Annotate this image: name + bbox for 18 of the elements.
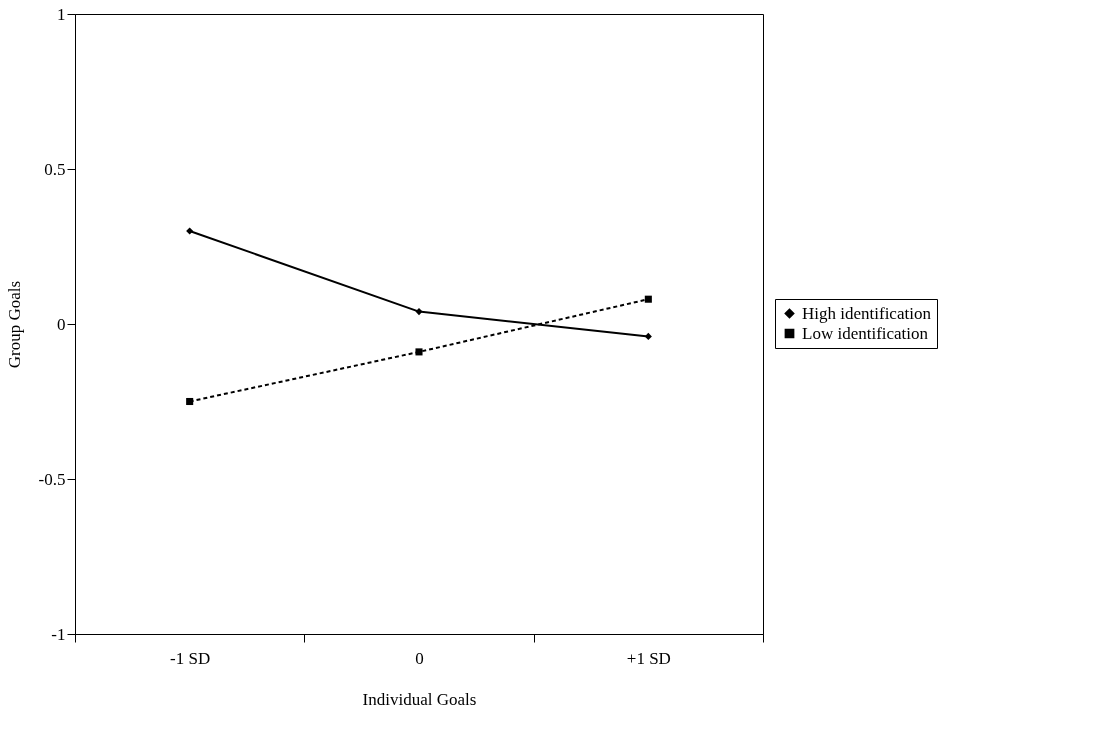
y-tick-label: -1 [51,624,66,644]
point [415,348,423,356]
legend-label: High identification [802,303,932,323]
point [644,332,652,340]
legend-label: Low identification [802,323,929,343]
y-tick-label: 0.5 [44,159,66,179]
y-tick-label: 1 [57,4,66,24]
point [644,295,652,303]
x-axis-title: Individual Goals [362,689,477,709]
y-axis-title: Group Goals [4,280,24,369]
point [415,308,423,316]
x-tick-label: 0 [415,648,424,668]
x-tick-label: -1 SD [170,648,211,668]
y-tick-label: 0 [57,314,66,334]
y-tick-label: -0.5 [38,469,66,489]
point [186,397,194,406]
x-tick-label: +1 SD [626,648,671,668]
point [186,227,194,235]
